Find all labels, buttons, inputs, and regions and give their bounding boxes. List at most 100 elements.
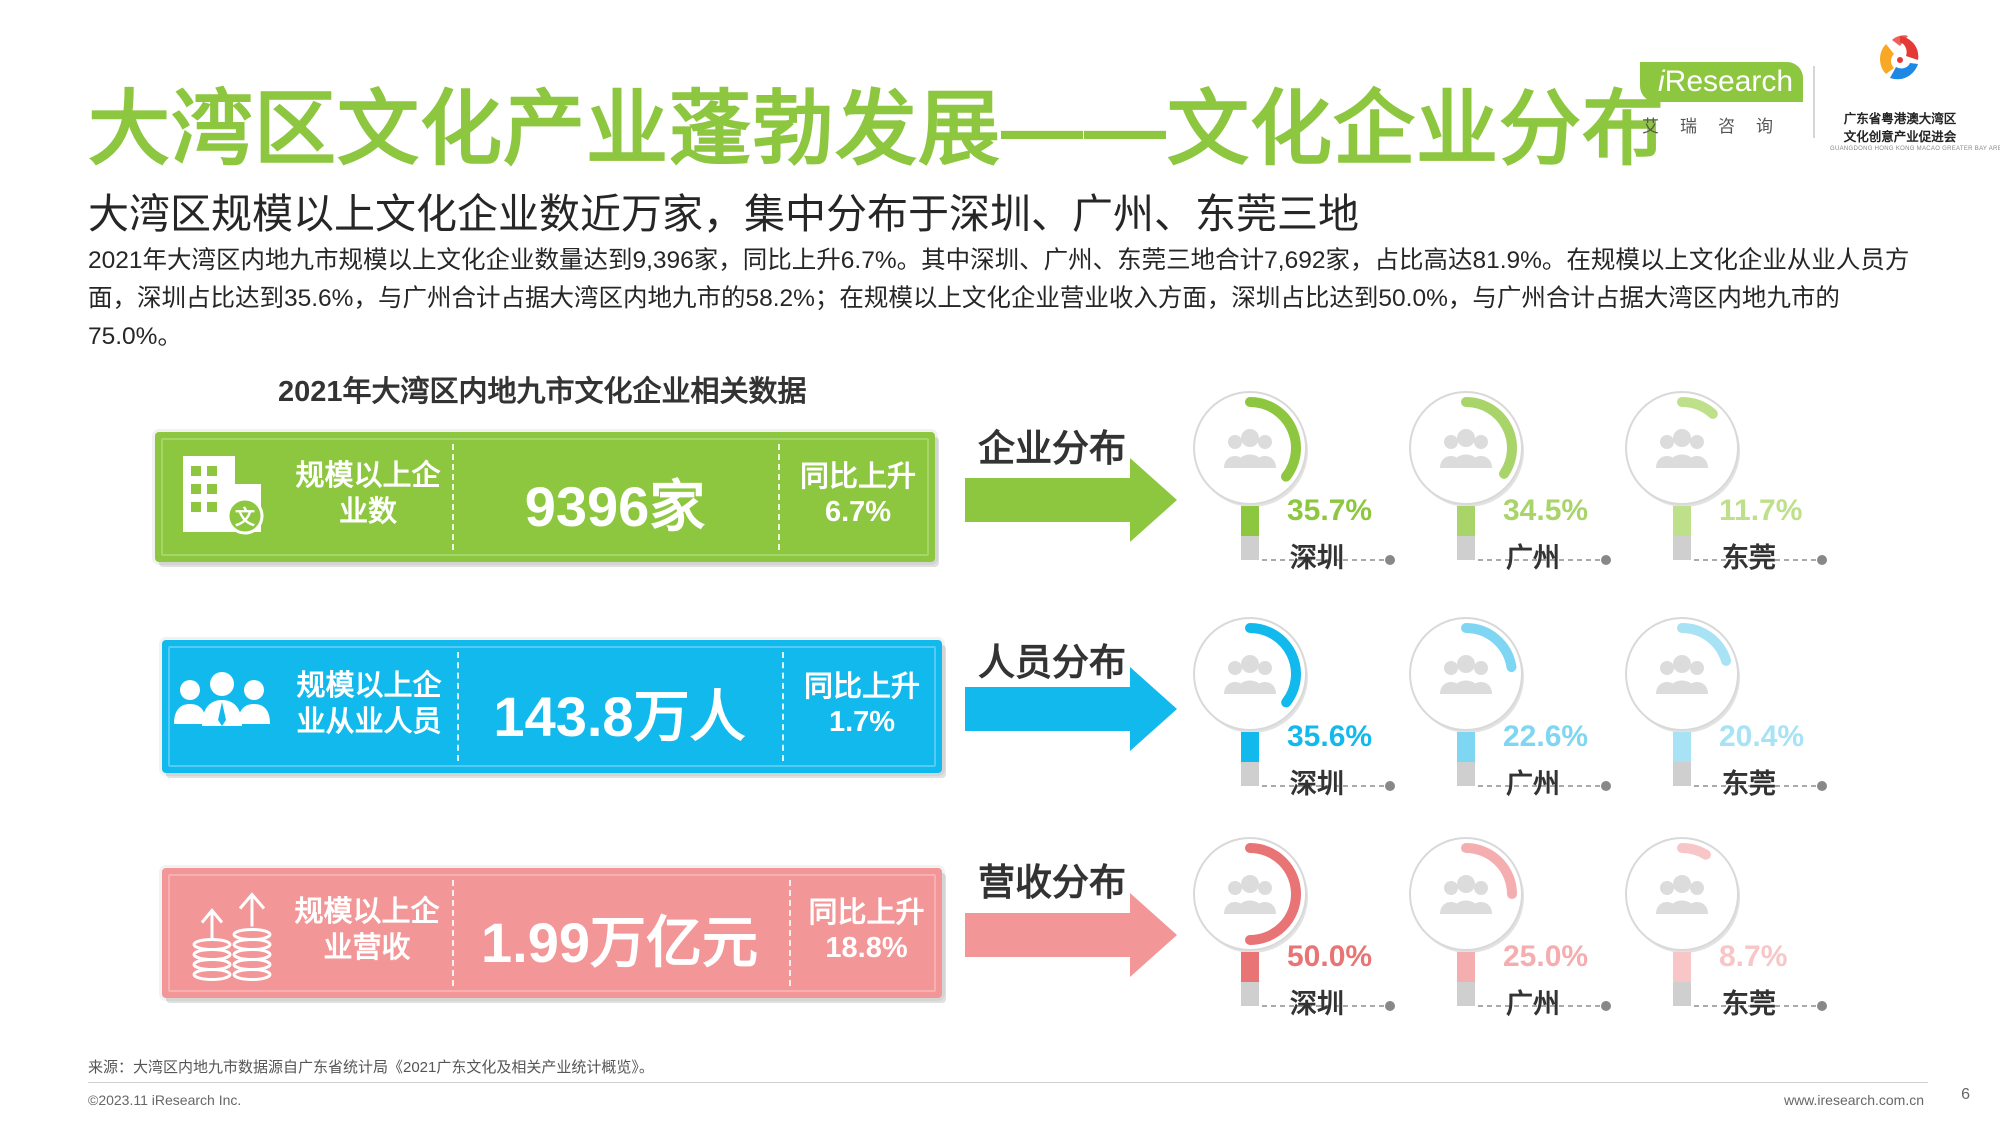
baseline-dot [1817,555,1827,565]
city-indicator: 34.5% 广州 [1408,390,1613,590]
people-icon [1656,655,1708,694]
people-icon [1440,429,1492,468]
gba-name-line1: 广东省粤港澳大湾区 [1843,112,1957,126]
city-indicator: 35.6% 深圳 [1192,616,1397,816]
employee-count-value: 143.8万人 [493,685,746,748]
coin-stack-icon [192,892,272,981]
city-name: 广州 [1506,989,1560,1019]
revenue-growth: 同比上升 18.8% [808,897,925,964]
arrow-right-icon [965,667,1177,751]
magnifier-handle-base [1457,536,1475,560]
magnifier-handle [1457,732,1475,762]
magnifier-handle-base [1457,762,1475,786]
enterprise-count-box: 文 规模以上企 业数 9396家 同比上升 6.7% [155,432,935,562]
city-name: 深圳 [1290,989,1344,1019]
magnifier-handle-base [1673,536,1691,560]
city-share-percent: 35.7% [1287,494,1373,527]
baseline-dot [1817,1001,1827,1011]
magnifier-gauge [1409,391,1611,565]
city-share-percent: 50.0% [1287,940,1373,973]
employee-count-label: 规模以上企 业从业人员 [296,670,442,738]
magnifier-handle [1241,506,1259,536]
city-share-percent: 22.6% [1503,720,1589,753]
website-url: www.iresearch.com.cn [1783,1092,1924,1108]
magnifier-handle-base [1673,762,1691,786]
enterprise-distribution-label: 企业分布 [978,428,1126,469]
gba-english-name: GUANGDONG HONG KONG MACAO GREATER BAY AR… [1830,146,2000,152]
arrow-right-icon [965,458,1177,542]
city-indicator: 50.0% 深圳 [1192,836,1397,1036]
share-arc [1461,623,1517,673]
magnifier-gauge [1409,837,1611,1011]
stat-divider [789,880,791,986]
city-indicator: 8.7% 东莞 [1624,836,1829,1036]
city-share-percent: 25.0% [1503,940,1589,973]
magnifier-gauge [1193,617,1395,791]
people-icon [1440,655,1492,694]
copyright: ©2023.11 iResearch Inc. [88,1092,242,1108]
baseline-dot [1385,781,1395,791]
people-icon [1656,875,1708,914]
city-share-percent: 35.6% [1287,720,1373,753]
magnifier-handle-base [1241,982,1259,1006]
city-indicator: 35.7% 深圳 [1192,390,1397,590]
stat-divider [778,444,780,550]
magnifier-handle [1457,506,1475,536]
magnifier-handle [1673,506,1691,536]
revenue-label: 规模以上企 业营收 [294,896,440,964]
magnifier-gauge [1625,837,1827,1011]
revenue-box: 规模以上企 业营收 1.99万亿元 同比上升 18.8% [162,868,942,998]
magnifier-gauge [1409,617,1611,791]
magnifier-handle-base [1241,762,1259,786]
city-indicator: 11.7% 东莞 [1624,390,1829,590]
city-name: 深圳 [1290,543,1344,573]
city-indicator: 22.6% 广州 [1408,616,1613,816]
data-source-note: 来源：大湾区内地九市数据源自广东省统计局《2021广东文化及相关产业统计概览》。 [88,1059,654,1076]
magnifier-gauge [1193,837,1395,1011]
baseline-dot [1817,781,1827,791]
city-name: 东莞 [1722,769,1776,799]
gba-emblem-icon [1880,35,1919,80]
share-arc [1461,843,1517,899]
chart-heading: 2021年大湾区内地九市文化企业相关数据 [278,376,807,408]
magnifier-handle [1457,952,1475,982]
share-arc [1245,397,1301,482]
footer-divider [88,1082,1928,1083]
baseline-dot [1601,555,1611,565]
city-name: 深圳 [1290,769,1344,799]
people-icon [1440,875,1492,914]
magnifier-gauge [1625,391,1827,565]
magnifier-gauge [1625,617,1827,791]
iresearch-chinese-name: 艾瑞咨询 [1642,117,1794,136]
city-share-percent: 11.7% [1719,494,1803,527]
magnifier-handle [1673,732,1691,762]
city-share-percent: 34.5% [1503,494,1589,527]
baseline-dot [1601,1001,1611,1011]
people-icon [1224,429,1276,468]
magnifier-handle [1241,952,1259,982]
share-arc [1461,397,1517,479]
page-subtitle: 大湾区规模以上文化企业数近万家，集中分布于深圳、广州、东莞三地 [88,191,1359,237]
magnifier-handle-base [1241,536,1259,560]
svg-text:文: 文 [235,505,256,529]
city-name: 东莞 [1722,543,1776,573]
baseline-dot [1601,781,1611,791]
magnifier-gauge [1193,391,1395,565]
people-icon [1656,429,1708,468]
employee-distribution-label: 人员分布 [978,642,1126,683]
people-icon [174,672,270,726]
page-title: 大湾区文化产业蓬勃发展——文化企业分布 [88,84,1666,175]
stat-divider [782,652,784,761]
stat-divider [457,652,459,761]
stat-divider [452,444,454,550]
people-icon [1224,655,1276,694]
share-arc [1245,623,1301,708]
enterprise-count-label: 规模以上企 业数 [295,460,441,528]
enterprise-count-growth: 同比上升 6.7% [799,461,916,528]
revenue-distribution-label: 营收分布 [978,862,1126,903]
city-indicator: 25.0% 广州 [1408,836,1613,1036]
city-indicator: 20.4% 东莞 [1624,616,1829,816]
iresearch-badge: iResearch [1640,62,1804,102]
share-arc [1677,397,1718,419]
city-name: 广州 [1506,769,1560,799]
